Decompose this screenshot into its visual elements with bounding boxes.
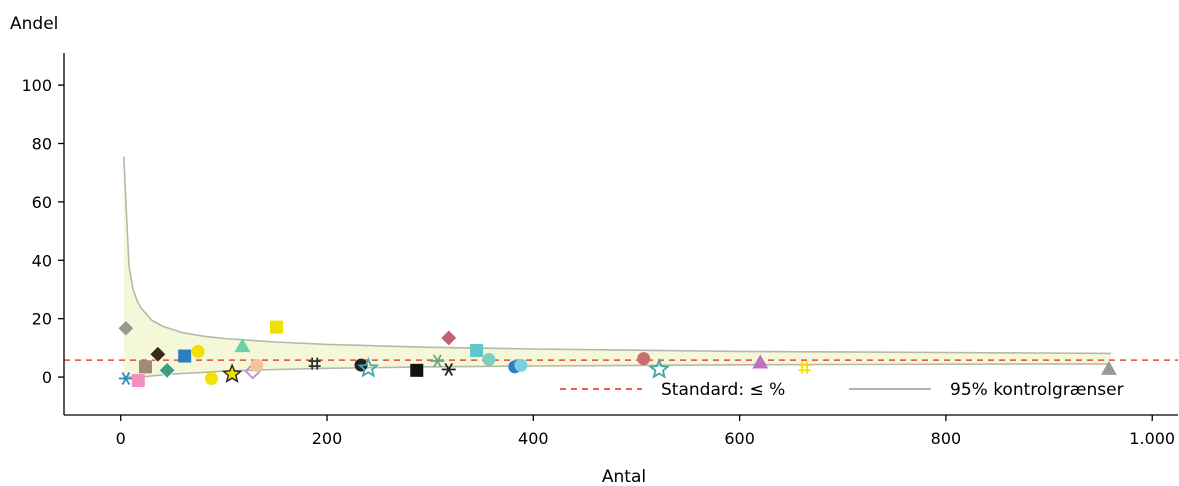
circle-marker bbox=[205, 372, 219, 386]
data-point bbox=[1100, 360, 1117, 375]
asterisk-stroke bbox=[121, 371, 131, 386]
points-layer bbox=[117, 319, 1117, 388]
diamond-marker bbox=[440, 329, 458, 347]
data-point bbox=[205, 372, 219, 386]
star-marker bbox=[221, 363, 243, 383]
circle-marker bbox=[514, 358, 528, 372]
y-tick-label: 60 bbox=[32, 193, 52, 212]
square-marker bbox=[269, 320, 283, 334]
asterisk-stroke bbox=[433, 354, 442, 368]
triangle-marker bbox=[1100, 360, 1117, 375]
x-tick-label: 0 bbox=[116, 429, 126, 448]
y-tick-label: 100 bbox=[21, 76, 52, 95]
data-point bbox=[482, 353, 496, 367]
x-tick-label: 400 bbox=[518, 429, 549, 448]
legend-label: Standard: ≤ % bbox=[661, 380, 785, 400]
data-point bbox=[131, 374, 145, 388]
square-marker bbox=[470, 343, 484, 357]
data-point bbox=[441, 362, 456, 376]
data-point bbox=[221, 363, 243, 383]
data-point bbox=[637, 352, 651, 366]
control-band-layer bbox=[123, 156, 1112, 378]
control-band bbox=[123, 156, 1112, 377]
circle-marker bbox=[637, 352, 651, 366]
data-point bbox=[470, 343, 484, 357]
data-point bbox=[648, 358, 670, 379]
y-tick-label: 0 bbox=[42, 368, 52, 387]
data-point bbox=[269, 320, 283, 334]
circle-marker bbox=[250, 358, 264, 372]
x-tick-label: 800 bbox=[931, 429, 962, 448]
diamond-marker bbox=[149, 345, 167, 363]
star-marker bbox=[648, 358, 670, 379]
legend-label: 95% kontrolgrænser bbox=[950, 380, 1124, 400]
axes-layer: 0 20 40 60 80 100 0 200 400 600 800 1.000 bbox=[21, 53, 1178, 448]
square-marker bbox=[138, 360, 152, 374]
x-tick-label: 600 bbox=[724, 429, 755, 448]
data-point bbox=[178, 349, 192, 363]
upper-control-limit bbox=[123, 156, 1112, 355]
diamond-marker bbox=[117, 319, 135, 337]
y-tick-label: 20 bbox=[32, 310, 52, 329]
data-point bbox=[158, 361, 176, 379]
data-point bbox=[440, 329, 458, 347]
data-point bbox=[234, 338, 251, 353]
data-point bbox=[798, 361, 811, 374]
diamond-marker bbox=[158, 361, 176, 379]
data-point bbox=[149, 345, 167, 363]
star-marker bbox=[357, 356, 380, 378]
asterisk-stroke bbox=[444, 362, 454, 376]
y-tick-label: 80 bbox=[32, 135, 52, 154]
triangle-marker bbox=[752, 354, 769, 369]
data-point bbox=[430, 354, 445, 368]
square-marker bbox=[131, 374, 145, 388]
data-point bbox=[514, 358, 528, 372]
data-point bbox=[138, 360, 152, 374]
x-tick-label: 1.000 bbox=[1129, 429, 1175, 448]
data-point bbox=[191, 344, 205, 358]
data-point bbox=[410, 363, 424, 377]
data-point bbox=[118, 371, 133, 386]
y-tick-label: 40 bbox=[32, 251, 52, 270]
x-axis-title: Antal bbox=[602, 467, 646, 486]
legend: Standard: ≤ % 95% kontrolgrænser bbox=[560, 380, 1124, 400]
y-axis-title: Andel bbox=[10, 14, 58, 34]
data-point bbox=[117, 319, 135, 337]
square-marker bbox=[178, 349, 192, 363]
square-marker bbox=[410, 363, 424, 377]
data-point bbox=[357, 356, 380, 378]
x-tick-label: 200 bbox=[312, 429, 343, 448]
data-point bbox=[250, 358, 264, 372]
triangle-marker bbox=[234, 338, 251, 353]
circle-marker bbox=[191, 344, 205, 358]
data-point bbox=[752, 354, 769, 369]
circle-marker bbox=[482, 353, 496, 367]
data-point bbox=[308, 357, 321, 370]
